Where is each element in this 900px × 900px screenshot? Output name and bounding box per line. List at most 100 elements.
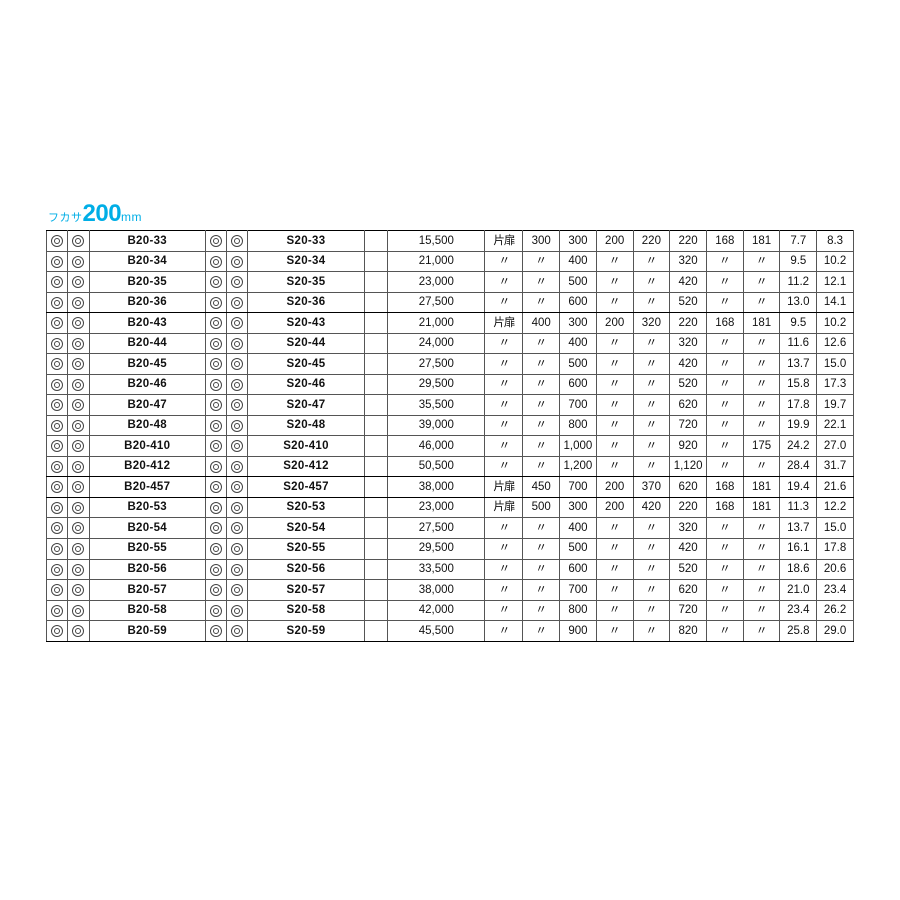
price: 27,500 (388, 354, 485, 375)
mark-icon (205, 272, 226, 293)
b-code: B20-57 (89, 580, 205, 601)
spacer (364, 292, 388, 313)
door-type: 〃 (485, 395, 523, 416)
dim: 〃 (706, 415, 743, 436)
table-row: B20-412S20-41250,500〃〃1,200〃〃1,120〃〃28.4… (47, 456, 854, 477)
mark-icon (205, 456, 226, 477)
weight: 14.1 (817, 292, 854, 313)
ring-icon (72, 256, 84, 268)
dim: 〃 (596, 621, 633, 642)
spacer (364, 231, 388, 252)
dim: 320 (670, 251, 707, 272)
ring-icon (210, 584, 222, 596)
price: 15,500 (388, 231, 485, 252)
mark-icon (205, 354, 226, 375)
mark-icon (68, 292, 89, 313)
b-code: B20-54 (89, 518, 205, 539)
dim: 〃 (743, 621, 780, 642)
spacer (364, 415, 388, 436)
ring-icon (231, 338, 243, 350)
dim: 〃 (706, 251, 743, 272)
table-row: B20-54S20-5427,500〃〃400〃〃320〃〃13.715.0 (47, 518, 854, 539)
dim: 900 (560, 621, 597, 642)
b-code: B20-45 (89, 354, 205, 375)
ring-icon (51, 399, 63, 411)
b-code: B20-43 (89, 313, 205, 334)
mark-icon (205, 415, 226, 436)
dim: 〃 (743, 456, 780, 477)
ring-icon (210, 317, 222, 329)
mark-icon (68, 436, 89, 457)
ring-icon (231, 543, 243, 555)
dim: 400 (560, 333, 597, 354)
mark-icon (47, 518, 68, 539)
dim: 〃 (633, 292, 670, 313)
dim: 181 (743, 477, 780, 498)
dim: 〃 (596, 456, 633, 477)
mark-icon (47, 580, 68, 601)
dim: 420 (633, 497, 670, 518)
s-code: S20-59 (248, 621, 364, 642)
dim: 181 (743, 497, 780, 518)
s-code: S20-410 (248, 436, 364, 457)
s-code: S20-58 (248, 600, 364, 621)
table-row: B20-44S20-4424,000〃〃400〃〃320〃〃11.612.6 (47, 333, 854, 354)
price: 23,000 (388, 272, 485, 293)
ring-icon (210, 543, 222, 555)
mark-icon (47, 292, 68, 313)
weight: 17.8 (817, 538, 854, 559)
spacer (364, 374, 388, 395)
mark-icon (205, 292, 226, 313)
weight: 25.8 (780, 621, 817, 642)
dim: 〃 (633, 538, 670, 559)
door-type: 〃 (485, 292, 523, 313)
dim: 800 (560, 600, 597, 621)
mark-icon (205, 600, 226, 621)
dim: 〃 (633, 333, 670, 354)
mark-icon (205, 497, 226, 518)
mark-icon (47, 395, 68, 416)
s-code: S20-457 (248, 477, 364, 498)
dim: 〃 (523, 538, 560, 559)
table-row: B20-56S20-5633,500〃〃600〃〃520〃〃18.620.6 (47, 559, 854, 580)
ring-icon (72, 481, 84, 493)
ring-icon (51, 584, 63, 596)
s-code: S20-412 (248, 456, 364, 477)
b-code: B20-410 (89, 436, 205, 457)
dim: 〃 (706, 333, 743, 354)
ring-icon (210, 379, 222, 391)
dim: 〃 (743, 518, 780, 539)
table-row: B20-457S20-45738,000片扉450700200370620168… (47, 477, 854, 498)
spacer (364, 251, 388, 272)
mark-icon (68, 231, 89, 252)
spacer (364, 477, 388, 498)
mark-icon (68, 415, 89, 436)
mark-icon (68, 559, 89, 580)
dim: 〃 (633, 436, 670, 457)
weight: 17.3 (817, 374, 854, 395)
spacer (364, 518, 388, 539)
mark-icon (227, 415, 248, 436)
ring-icon (210, 605, 222, 617)
ring-icon (231, 379, 243, 391)
mark-icon (68, 374, 89, 395)
weight: 11.6 (780, 333, 817, 354)
price: 21,000 (388, 251, 485, 272)
ring-icon (231, 420, 243, 432)
dim: 〃 (743, 600, 780, 621)
dim: 500 (560, 354, 597, 375)
ring-icon (231, 317, 243, 329)
mark-icon (205, 580, 226, 601)
mark-icon (227, 313, 248, 334)
dim: 1,200 (560, 456, 597, 477)
dim: 〃 (706, 374, 743, 395)
mark-icon (227, 621, 248, 642)
dim: 〃 (523, 415, 560, 436)
dim: 〃 (743, 415, 780, 436)
s-code: S20-56 (248, 559, 364, 580)
dim: 〃 (596, 272, 633, 293)
dim: 300 (560, 231, 597, 252)
dim: 620 (670, 395, 707, 416)
mark-icon (227, 395, 248, 416)
ring-icon (51, 276, 63, 288)
